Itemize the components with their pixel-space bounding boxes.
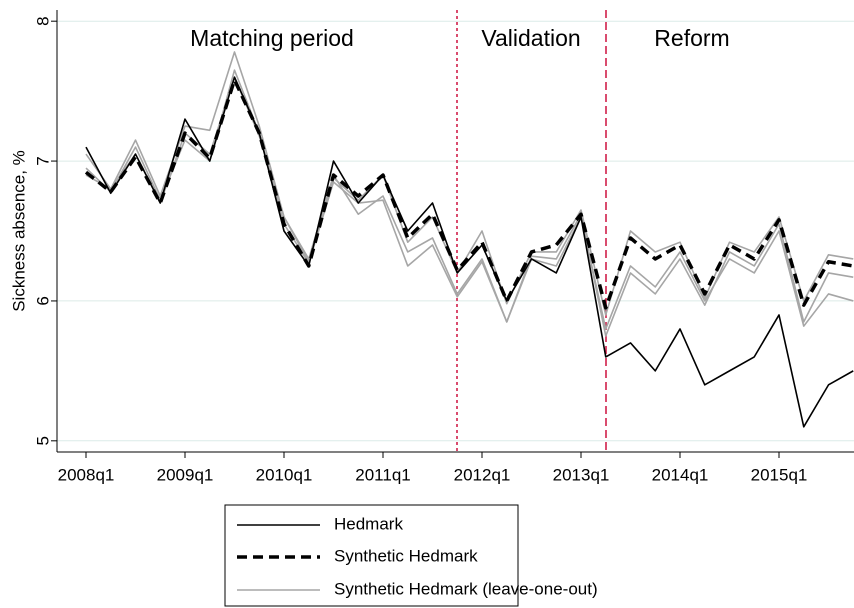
x-tick-label: 2011q1 (355, 465, 410, 484)
annotation: Validation (481, 25, 580, 51)
x-tick-label: 2015q1 (751, 465, 808, 484)
y-axis-label: Sickness absence, % (9, 150, 28, 312)
x-tick-label: 2014q1 (652, 465, 709, 484)
x-tick-label: 2009q1 (157, 465, 214, 484)
lines (84, 51, 854, 428)
legend-label: Synthetic Hedmark (leave-one-out) (334, 579, 598, 598)
annotation: Matching period (190, 25, 354, 51)
series-line (84, 78, 854, 310)
x-tick-label: 2013q1 (553, 465, 610, 484)
y-tick-label: 7 (33, 156, 52, 165)
legend-label: Synthetic Hedmark (334, 546, 478, 565)
grid (57, 20, 854, 442)
x-tick-label: 2010q1 (256, 465, 313, 484)
series-line (85, 51, 854, 330)
y-tick-label: 8 (33, 16, 52, 25)
x-tick-label: 2008q1 (58, 465, 115, 484)
y-tick-label: 5 (33, 436, 52, 445)
annotation: Reform (654, 25, 729, 51)
y-tick-label: 6 (33, 296, 52, 305)
legend: Hedmark Synthetic Hedmark Synthetic Hedmar… (237, 514, 598, 598)
legend-label: Hedmark (334, 514, 403, 533)
x-tick-label: 2012q1 (454, 465, 511, 484)
series-line (85, 76, 854, 428)
series-line (85, 69, 854, 337)
